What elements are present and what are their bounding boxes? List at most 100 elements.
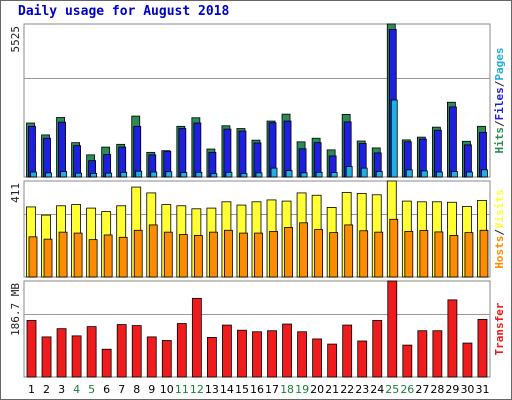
day-label: 11 (175, 383, 189, 396)
bar-transfer (41, 336, 52, 378)
ymax-label: 411 (9, 183, 22, 203)
bar-pages (285, 170, 293, 178)
day-label: 3 (58, 383, 65, 396)
bar-files (133, 125, 142, 178)
bar-pages (225, 171, 233, 178)
day-label: 10 (160, 383, 174, 396)
bar-pages (60, 171, 67, 178)
bar-files (238, 130, 247, 178)
title-part: Transfer (493, 302, 506, 355)
bar-pages (300, 172, 308, 178)
bar-pages (105, 172, 113, 178)
bar-hosts (118, 236, 128, 278)
day-label: 14 (220, 383, 234, 396)
bar-pages (75, 172, 82, 178)
bar-transfer (252, 331, 262, 378)
bar-files (178, 128, 187, 178)
bar-transfer (297, 331, 307, 378)
bar-hosts (193, 235, 203, 278)
bar-transfer (417, 330, 428, 378)
day-label: 20 (310, 383, 324, 396)
bar-files (449, 106, 457, 178)
bar-hosts (389, 218, 399, 278)
bar-hosts (449, 235, 459, 278)
bar-transfer (206, 337, 217, 378)
day-label: 13 (205, 383, 219, 396)
day-label: 31 (475, 383, 489, 396)
ymax-label: 186.7 MB (9, 283, 22, 336)
bar-hosts (404, 231, 414, 278)
bar-hosts (133, 229, 143, 278)
day-label: 5 (88, 383, 95, 396)
bar-pages (390, 99, 398, 178)
bar-pages (420, 170, 428, 178)
day-label: 6 (103, 383, 110, 396)
bar-pages (375, 171, 383, 178)
bar-hosts (239, 232, 248, 278)
bar-transfer (191, 297, 202, 378)
bar-hosts (359, 230, 369, 278)
bar-pages (150, 171, 158, 178)
bar-pages (466, 171, 473, 178)
bar-hosts (148, 224, 158, 278)
day-label: 24 (370, 383, 384, 396)
bar-hosts (73, 232, 83, 278)
bar-pages (435, 171, 443, 178)
bar-hosts (224, 229, 233, 278)
day-label: 26 (400, 383, 414, 396)
bar-transfer (387, 280, 398, 378)
bar-hosts (314, 229, 324, 278)
bar-pages (165, 171, 173, 178)
bar-transfer (71, 335, 82, 378)
bar-transfer (116, 324, 127, 378)
day-label: 9 (148, 383, 155, 396)
bar-pages (405, 169, 413, 178)
bar-hosts (329, 232, 339, 278)
bar-hosts (434, 231, 444, 278)
bar-pages (270, 167, 278, 178)
bar-hosts (419, 230, 429, 278)
bar-transfer (477, 319, 488, 378)
day-label: 18 (280, 383, 294, 396)
day-label: 28 (430, 383, 444, 396)
day-label: 15 (235, 383, 249, 396)
bar-transfer (402, 344, 413, 378)
title-separator: / (493, 80, 506, 87)
bar-files (253, 142, 262, 178)
bar-transfer (222, 324, 232, 378)
day-label: 12 (190, 383, 204, 396)
bar-pages (180, 172, 188, 178)
bar-transfer (327, 343, 338, 378)
day-label: 7 (118, 383, 125, 396)
day-label: 25 (385, 383, 399, 396)
bar-files (433, 129, 442, 178)
day-label: 2 (43, 383, 50, 396)
bar-transfer (101, 348, 112, 378)
bar-pages (210, 173, 218, 178)
bar-pages (120, 171, 128, 178)
bar-pages (135, 170, 143, 178)
bar-pages (360, 167, 368, 178)
bar-transfer (342, 324, 353, 378)
bar-files (43, 137, 51, 178)
day-label: 27 (415, 383, 429, 396)
bar-hosts (284, 227, 293, 278)
panel-title: Hits/Files/Pages (493, 48, 506, 154)
title-part: Hits (493, 127, 506, 154)
bar-pages (240, 172, 248, 178)
bar-transfer (357, 340, 368, 378)
title-part: Visits (493, 189, 506, 229)
bar-transfer (432, 330, 443, 378)
day-label: 19 (295, 383, 309, 396)
title-part: Hosts (493, 236, 506, 269)
bar-hosts (479, 229, 489, 278)
bar-hosts (163, 231, 173, 278)
bar-transfer (462, 342, 473, 378)
bar-pages (481, 169, 488, 178)
bar-files (73, 145, 81, 178)
bar-transfer (131, 325, 142, 378)
bar-hosts (374, 231, 384, 278)
bar-hosts (43, 238, 53, 278)
day-label: 1 (28, 383, 35, 396)
bar-transfer (282, 323, 292, 378)
